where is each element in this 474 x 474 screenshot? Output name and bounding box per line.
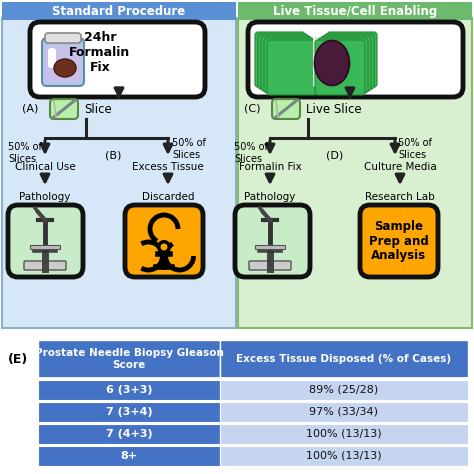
FancyBboxPatch shape — [220, 340, 468, 378]
Text: 100% (13/13): 100% (13/13) — [306, 451, 382, 461]
Text: 97% (33/34): 97% (33/34) — [310, 407, 379, 417]
FancyBboxPatch shape — [264, 38, 314, 93]
Text: Standard Procedure: Standard Procedure — [52, 4, 186, 18]
FancyBboxPatch shape — [313, 37, 325, 87]
Circle shape — [157, 240, 171, 254]
FancyBboxPatch shape — [125, 205, 203, 277]
FancyBboxPatch shape — [45, 46, 81, 82]
FancyBboxPatch shape — [238, 2, 472, 20]
Text: 89% (25/28): 89% (25/28) — [310, 385, 379, 395]
Text: 50% of
Slices: 50% of Slices — [8, 142, 42, 164]
FancyBboxPatch shape — [2, 2, 236, 20]
Text: (E): (E) — [8, 353, 28, 365]
FancyBboxPatch shape — [38, 424, 220, 444]
FancyBboxPatch shape — [360, 205, 438, 277]
FancyBboxPatch shape — [272, 99, 300, 119]
FancyBboxPatch shape — [2, 18, 236, 328]
Text: Pathology: Pathology — [244, 192, 296, 202]
Text: Excess Tissue Disposed (% of Cases): Excess Tissue Disposed (% of Cases) — [237, 354, 452, 364]
Text: Excess Tissue: Excess Tissue — [132, 162, 204, 172]
Text: 8+: 8+ — [120, 451, 137, 461]
FancyBboxPatch shape — [315, 40, 365, 95]
Text: Culture Media: Culture Media — [364, 162, 437, 172]
Text: 7 (3+4): 7 (3+4) — [106, 407, 152, 417]
Text: (A): (A) — [22, 103, 38, 113]
FancyBboxPatch shape — [24, 261, 66, 270]
FancyBboxPatch shape — [45, 33, 81, 43]
FancyBboxPatch shape — [42, 38, 84, 86]
FancyBboxPatch shape — [38, 380, 220, 400]
FancyBboxPatch shape — [38, 446, 220, 466]
Text: (C): (C) — [244, 103, 261, 113]
Text: Prostate Needle Biopsy Gleason
Score: Prostate Needle Biopsy Gleason Score — [35, 348, 223, 370]
Text: Sample
Prep and
Analysis: Sample Prep and Analysis — [369, 219, 429, 263]
FancyBboxPatch shape — [48, 48, 56, 68]
Text: Pathology: Pathology — [19, 192, 71, 202]
Text: Research Lab: Research Lab — [365, 192, 435, 202]
Text: 50% of
Slices: 50% of Slices — [234, 142, 268, 164]
Text: (D): (D) — [326, 150, 343, 160]
Text: 7 (4+3): 7 (4+3) — [106, 429, 152, 439]
FancyBboxPatch shape — [30, 245, 60, 249]
FancyBboxPatch shape — [261, 36, 311, 91]
Ellipse shape — [315, 40, 349, 85]
FancyBboxPatch shape — [38, 340, 220, 378]
FancyBboxPatch shape — [50, 99, 78, 119]
FancyBboxPatch shape — [220, 380, 468, 400]
Text: 50% of
Slices: 50% of Slices — [398, 138, 432, 160]
FancyBboxPatch shape — [249, 261, 291, 270]
FancyBboxPatch shape — [30, 22, 205, 97]
Text: Discarded: Discarded — [142, 192, 194, 202]
FancyBboxPatch shape — [248, 22, 463, 97]
FancyBboxPatch shape — [255, 32, 305, 87]
Text: Clinical Use: Clinical Use — [15, 162, 75, 172]
Text: (B): (B) — [105, 150, 121, 160]
FancyBboxPatch shape — [324, 34, 374, 89]
FancyBboxPatch shape — [220, 446, 468, 466]
Text: Slice: Slice — [84, 102, 112, 116]
FancyBboxPatch shape — [220, 402, 468, 422]
Text: 24hr
Formalin
Fix: 24hr Formalin Fix — [69, 30, 131, 73]
FancyBboxPatch shape — [318, 38, 368, 93]
FancyBboxPatch shape — [38, 402, 220, 422]
Text: 100% (13/13): 100% (13/13) — [306, 429, 382, 439]
Ellipse shape — [54, 59, 76, 77]
Text: Live Slice: Live Slice — [306, 102, 362, 116]
FancyBboxPatch shape — [235, 205, 310, 277]
Text: Live Tissue/Cell Enabling: Live Tissue/Cell Enabling — [273, 4, 437, 18]
Circle shape — [161, 244, 167, 250]
FancyBboxPatch shape — [8, 205, 83, 277]
FancyBboxPatch shape — [258, 34, 308, 89]
FancyBboxPatch shape — [255, 245, 285, 249]
FancyBboxPatch shape — [321, 36, 371, 91]
Text: 50% of
Slices: 50% of Slices — [172, 138, 206, 160]
FancyBboxPatch shape — [267, 40, 317, 95]
FancyBboxPatch shape — [220, 424, 468, 444]
Text: Formalin Fix: Formalin Fix — [238, 162, 301, 172]
FancyBboxPatch shape — [327, 32, 377, 87]
Text: 6 (3+3): 6 (3+3) — [106, 385, 152, 395]
FancyBboxPatch shape — [238, 18, 472, 328]
